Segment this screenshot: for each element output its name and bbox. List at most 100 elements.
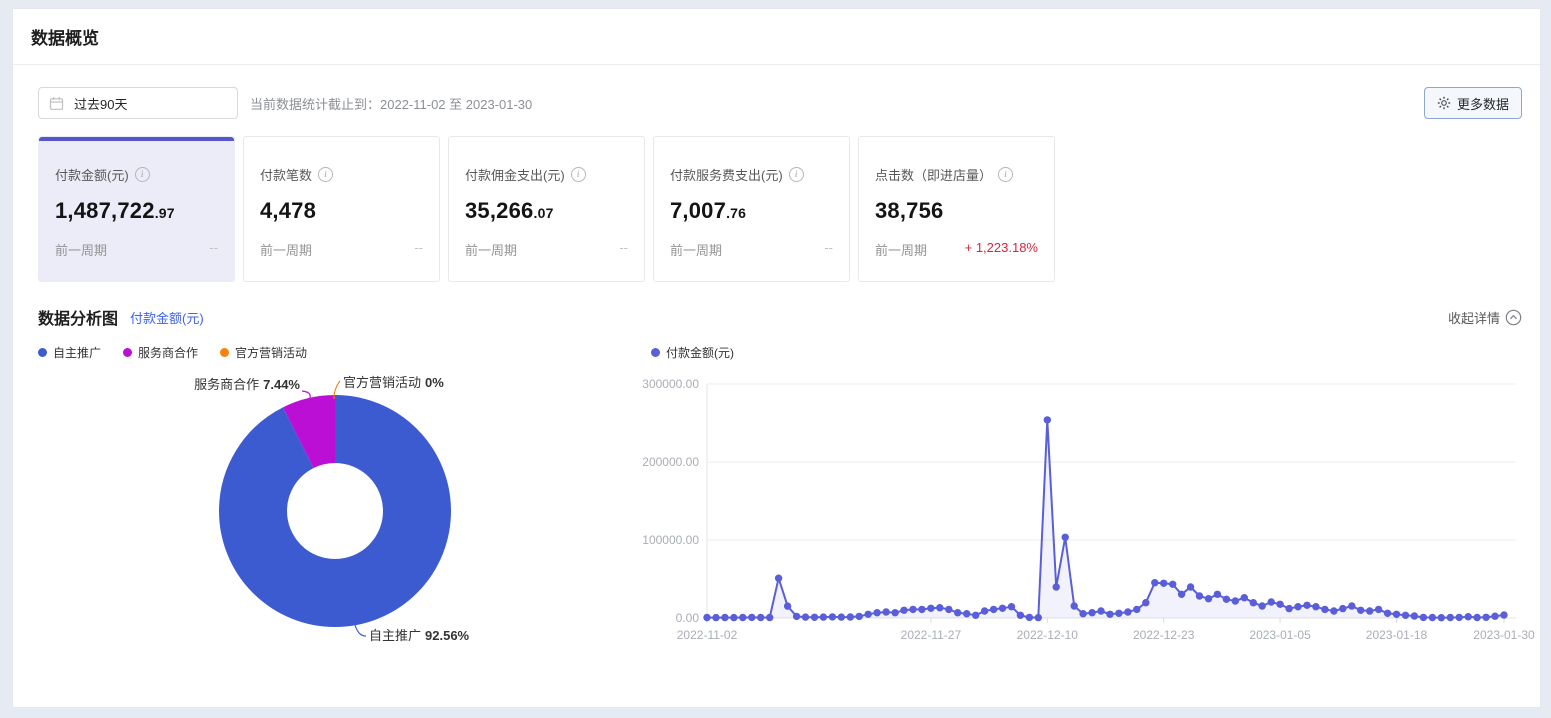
data-point[interactable] [810,613,819,621]
data-point[interactable] [1392,610,1401,618]
data-point[interactable] [945,605,953,614]
data-point[interactable] [1401,611,1410,619]
data-point[interactable] [855,612,863,621]
data-point[interactable] [1034,613,1042,622]
data-point[interactable] [1294,603,1302,611]
stat-card-payment-count[interactable]: 付款笔数 i 4,478 前一周期 -- [243,136,440,282]
data-point[interactable] [1061,533,1069,541]
data-point[interactable] [1473,613,1481,622]
data-point[interactable] [712,613,720,622]
data-point[interactable] [989,605,998,614]
data-point[interactable] [1330,607,1338,615]
legend-item-self-promo[interactable]: 自主推广 [38,344,101,361]
data-point[interactable] [1374,605,1383,614]
data-point[interactable] [792,612,801,621]
data-point[interactable] [1097,607,1105,615]
data-point[interactable] [1160,579,1168,587]
date-range-input[interactable] [72,94,227,112]
data-point[interactable] [882,608,890,616]
data-point[interactable] [1231,597,1239,605]
data-point[interactable] [1025,613,1034,622]
data-point[interactable] [873,609,881,617]
data-point[interactable] [1258,602,1266,610]
data-point[interactable] [954,609,962,617]
data-point[interactable] [1500,611,1508,619]
data-point[interactable] [819,613,828,621]
stat-card-service-fee-spend[interactable]: 付款服务费支出(元) i 7,007.76 前一周期 -- [653,136,850,282]
data-point[interactable] [1052,583,1060,591]
data-point[interactable] [1491,612,1499,620]
collapse-details-button[interactable]: 收起详情 [1448,308,1522,327]
data-point[interactable] [1043,416,1051,424]
data-point[interactable] [1321,605,1329,614]
data-point[interactable] [730,613,738,622]
data-point[interactable] [1088,609,1096,617]
legend-item-official-campaign[interactable]: 官方营销活动 [220,344,307,361]
data-point[interactable] [1446,613,1454,622]
data-point[interactable] [1437,614,1445,622]
data-point[interactable] [1213,590,1222,598]
data-point[interactable] [1133,605,1141,614]
data-point[interactable] [837,613,845,621]
data-point[interactable] [1115,609,1123,617]
info-icon[interactable]: i [570,167,586,182]
info-icon[interactable]: i [318,167,334,182]
data-point[interactable] [801,613,810,621]
data-point[interactable] [748,613,756,622]
date-range-picker[interactable] [38,87,238,119]
data-point[interactable] [1276,600,1284,608]
data-point[interactable] [1124,608,1132,616]
data-point[interactable] [1169,580,1177,588]
data-point[interactable] [909,605,917,614]
data-point[interactable] [1366,607,1374,615]
data-point[interactable] [1285,604,1293,613]
data-point[interactable] [1455,613,1463,622]
donut-slice-service-partner[interactable] [219,395,451,627]
data-point[interactable] [703,613,711,622]
data-point[interactable] [1419,613,1428,622]
data-point[interactable] [1106,610,1114,618]
data-point[interactable] [1186,583,1195,591]
data-point[interactable] [721,613,729,622]
data-point[interactable] [936,604,944,612]
data-point[interactable] [998,604,1007,612]
data-point[interactable] [828,613,837,621]
data-point[interactable] [1249,599,1257,607]
data-point[interactable] [1177,590,1186,598]
info-icon[interactable]: i [134,167,150,182]
more-data-button[interactable]: 更多数据 [1423,87,1522,119]
data-point[interactable] [972,611,980,619]
data-point[interactable] [1195,592,1204,600]
data-point[interactable] [900,606,908,614]
data-point[interactable] [757,613,765,622]
data-point[interactable] [774,574,783,582]
legend-item-payment-amount[interactable]: 付款金额(元) [651,344,734,361]
data-point[interactable] [927,604,935,612]
data-point[interactable] [766,613,774,622]
data-point[interactable] [739,613,747,622]
data-point[interactable] [864,610,872,618]
data-point[interactable] [980,607,989,615]
data-point[interactable] [846,613,854,621]
data-point[interactable] [1410,612,1419,620]
data-point[interactable] [1339,604,1347,613]
info-icon[interactable]: i [788,167,804,182]
data-point[interactable] [1204,595,1213,603]
data-point[interactable] [891,609,899,617]
data-point[interactable] [918,605,926,614]
data-point[interactable] [1428,613,1437,622]
info-icon[interactable]: i [998,167,1014,182]
data-point[interactable] [1383,609,1392,617]
data-point[interactable] [963,610,971,618]
legend-item-service-partner[interactable]: 服务商合作 [123,344,198,361]
data-point[interactable] [1222,595,1231,603]
data-point[interactable] [1303,601,1311,609]
donut-slice-self-promo[interactable] [219,395,451,627]
data-point[interactable] [1070,602,1078,610]
data-point[interactable] [1312,603,1320,611]
data-point[interactable] [1240,594,1248,602]
data-point[interactable] [1267,598,1275,606]
data-point[interactable] [1016,611,1025,619]
stat-card-commission-spend[interactable]: 付款佣金支出(元) i 35,266.07 前一周期 -- [448,136,645,282]
data-point[interactable] [1348,602,1356,610]
